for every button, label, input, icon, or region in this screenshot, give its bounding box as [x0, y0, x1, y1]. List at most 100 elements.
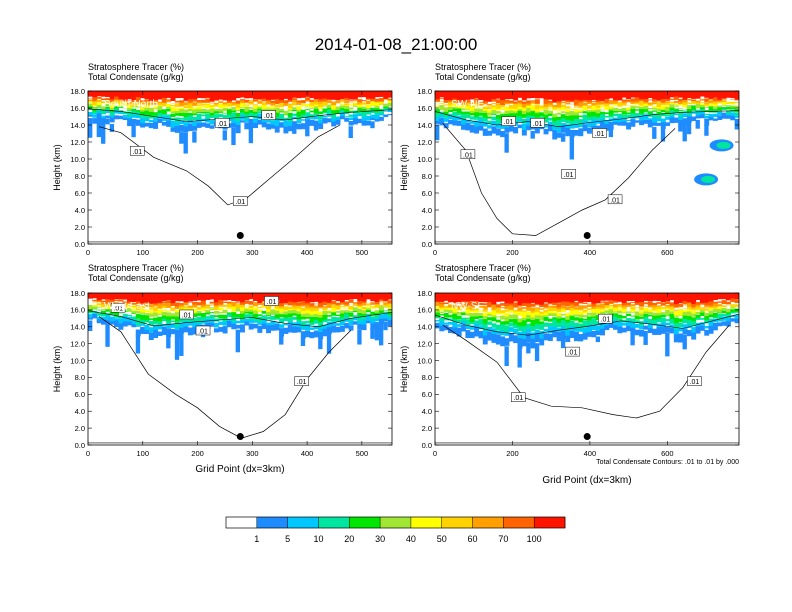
tracer-cell	[335, 106, 341, 111]
tracer-cell	[240, 324, 245, 333]
tracer-cell	[226, 303, 232, 305]
tracer-cell	[673, 100, 679, 104]
tracer-cell	[469, 325, 475, 330]
tracer-cell	[131, 123, 136, 138]
tracer-cell	[626, 293, 632, 302]
tracer-cell	[534, 343, 540, 362]
tracer-cell	[578, 109, 584, 112]
y-tick-label: 6.0	[75, 390, 85, 399]
tracer-cell	[257, 107, 263, 109]
tracer-cell	[639, 98, 645, 101]
tracer-cell	[517, 320, 523, 327]
tracer-cell	[626, 313, 632, 317]
tracer-cell	[101, 91, 106, 97]
x-tick-label: 0	[433, 449, 437, 458]
tracer-cell	[587, 312, 592, 316]
tracer-cell	[344, 310, 350, 312]
tracer-cell	[205, 304, 211, 309]
tracer-cell	[695, 109, 701, 113]
tracer-cell	[448, 119, 453, 125]
tracer-cell	[456, 108, 462, 114]
tracer-cell	[513, 311, 519, 315]
tracer-cell	[643, 108, 649, 112]
tracer-cell	[270, 102, 276, 106]
tracer-cell	[600, 303, 605, 308]
tracer-cell	[357, 107, 363, 112]
tracer-cell	[357, 314, 363, 322]
tracer-cell	[587, 308, 592, 310]
tracer-cell	[374, 91, 380, 98]
tracer-cell	[266, 123, 271, 130]
tracer-cell	[200, 122, 206, 127]
tracer-cell	[669, 115, 675, 118]
tracer-cell	[543, 306, 549, 309]
tracer-cell	[643, 305, 649, 307]
panel-1-title-line-2: Total Condensate (g/kg)	[88, 72, 184, 82]
tracer-cell	[500, 124, 506, 129]
tracer-cell	[135, 324, 141, 327]
tracer-cell	[656, 114, 662, 119]
tracer-cell	[122, 114, 128, 118]
tracer-cell	[543, 314, 549, 317]
tracer-cell	[639, 107, 645, 114]
tracer-cell	[708, 100, 714, 103]
colorbar-label: 5	[285, 534, 290, 544]
tracer-cell	[717, 306, 723, 309]
tracer-cell	[153, 121, 159, 129]
tracer-cell	[591, 106, 597, 111]
tracer-cell	[192, 327, 198, 335]
tracer-cell	[374, 311, 380, 316]
tracer-cell	[717, 107, 723, 111]
tracer-cell	[127, 304, 133, 307]
tracer-cell	[600, 326, 605, 336]
tracer-cell	[582, 327, 588, 333]
colorbar-label: 100	[527, 534, 542, 544]
tracer-cell	[153, 319, 159, 325]
tracer-cell	[309, 316, 315, 323]
tracer-cell	[573, 91, 579, 100]
tracer-cell	[140, 293, 146, 304]
tracer-cell	[647, 102, 653, 105]
tracer-cell	[717, 105, 723, 108]
tracer-cell	[652, 316, 658, 325]
tracer-cell	[634, 323, 640, 328]
tracer-cell	[370, 121, 375, 129]
tracer-cell	[439, 105, 445, 111]
tracer-cell	[587, 105, 592, 109]
tracer-cell	[452, 118, 458, 126]
tracer-cell	[313, 91, 319, 100]
tracer-cell	[148, 119, 154, 123]
tracer-cell	[695, 100, 701, 103]
tracer-cell	[244, 293, 250, 301]
tracer-cell	[439, 302, 445, 308]
x-tick-label: 400	[584, 449, 597, 458]
tracer-cell	[318, 91, 324, 100]
tracer-cell	[157, 293, 163, 303]
tracer-cell	[200, 111, 206, 114]
tracer-cell	[613, 314, 618, 321]
tracer-cell	[613, 107, 618, 112]
tracer-cell	[300, 91, 306, 98]
tracer-cell	[517, 91, 523, 98]
tracer-cell	[144, 99, 150, 102]
tracer-cell	[587, 293, 592, 303]
tracer-cell	[166, 106, 172, 108]
tracer-cell	[365, 100, 371, 105]
tracer-cell	[283, 311, 289, 315]
colorbar-label: 20	[344, 534, 354, 544]
tracer-cell	[235, 113, 241, 117]
tracer-cell	[309, 99, 315, 103]
tracer-cell	[279, 324, 285, 328]
tracer-cell	[552, 113, 558, 118]
tracer-cell	[608, 91, 614, 99]
tracer-cell	[587, 102, 592, 104]
tracer-cell	[734, 304, 739, 307]
tracer-cell	[209, 104, 215, 109]
tracer-cell	[556, 321, 562, 328]
tracer-cell	[534, 307, 540, 309]
tracer-cell	[626, 108, 632, 112]
tracer-cell	[565, 102, 571, 105]
tracer-cell	[335, 326, 341, 333]
tracer-cell	[365, 306, 371, 311]
tracer-cell	[292, 306, 298, 310]
